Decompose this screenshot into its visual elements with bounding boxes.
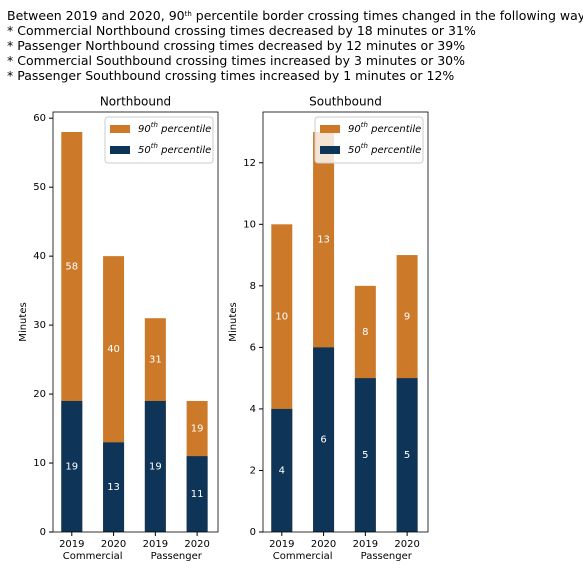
header-line: Between 2019 and 2020, 90th percentile b… (7, 8, 583, 23)
x-tick-label: 2019 (143, 539, 168, 550)
group-label: Commercial (63, 551, 123, 562)
y-tick-label: 20 (33, 389, 46, 400)
group-label: Passenger (151, 551, 203, 562)
y-tick-label: 0 (250, 527, 256, 538)
data-label: 31 (149, 355, 162, 366)
subplot-title: Southbound (309, 95, 382, 109)
y-tick-label: 8 (250, 281, 256, 292)
data-label: 6 (320, 435, 326, 446)
header-line: * Commercial Northbound crossing times d… (7, 23, 476, 38)
data-label: 19 (191, 424, 204, 435)
y-axis-label: Minutes (18, 302, 29, 341)
legend-box (104, 116, 214, 164)
bar (103, 442, 125, 532)
data-label: 9 (404, 312, 410, 323)
bar (144, 400, 166, 532)
data-label: 19 (149, 461, 162, 472)
bar (271, 408, 293, 532)
bar (396, 378, 418, 532)
y-tick-label: 60 (33, 113, 46, 124)
y-tick-label: 50 (33, 182, 46, 193)
bar (61, 400, 83, 532)
data-label: 40 (107, 344, 120, 355)
y-tick-label: 10 (243, 219, 256, 230)
y-tick-label: 2 (250, 465, 256, 476)
legend-label: 90th percentile (348, 121, 421, 135)
header-line: * Commercial Southbound crossing times i… (7, 53, 465, 68)
legend-swatch (110, 146, 130, 154)
y-tick-label: 10 (33, 458, 46, 469)
data-label: 10 (275, 312, 288, 323)
header-line: * Passenger Northbound crossing times de… (7, 38, 465, 53)
data-label: 5 (404, 450, 410, 461)
data-label: 11 (191, 489, 204, 500)
x-tick-label: 2019 (269, 539, 294, 550)
y-tick-label: 4 (250, 404, 256, 415)
data-label: 4 (279, 465, 285, 476)
legend-label: 50th percentile (348, 142, 421, 156)
legend-label: 50th percentile (138, 142, 211, 156)
data-label: 58 (65, 261, 78, 272)
data-label: 13 (317, 235, 330, 246)
y-axis-label: Minutes (228, 302, 239, 341)
y-tick-label: 0 (40, 527, 46, 538)
group-label: Passenger (361, 551, 413, 562)
group-label: Commercial (273, 551, 333, 562)
bar (186, 456, 208, 532)
legend-label: 90th percentile (138, 121, 211, 135)
y-tick-label: 6 (250, 342, 256, 353)
header-line: * Passenger Southbound crossing times in… (7, 68, 454, 83)
bar (313, 347, 335, 532)
y-tick-label: 40 (33, 251, 46, 262)
x-tick-label: 2020 (184, 539, 209, 550)
legend-swatch (320, 146, 340, 154)
x-tick-label: 2020 (311, 539, 336, 550)
data-label: 5 (362, 450, 368, 461)
data-label: 19 (65, 461, 78, 472)
x-tick-label: 2020 (394, 539, 419, 550)
subplot-title: Northbound (100, 95, 171, 109)
legend-swatch (320, 125, 340, 133)
axes-frame (262, 111, 429, 533)
axes-frame (52, 111, 219, 533)
x-tick-label: 2019 (59, 539, 84, 550)
y-tick-label: 12 (243, 158, 256, 169)
bar (354, 378, 376, 532)
x-tick-label: 2020 (101, 539, 126, 550)
y-tick-label: 30 (33, 320, 46, 331)
x-tick-label: 2019 (353, 539, 378, 550)
legend-box (314, 116, 424, 164)
data-label: 8 (362, 327, 368, 338)
legend-swatch (110, 125, 130, 133)
data-label: 13 (107, 482, 120, 493)
